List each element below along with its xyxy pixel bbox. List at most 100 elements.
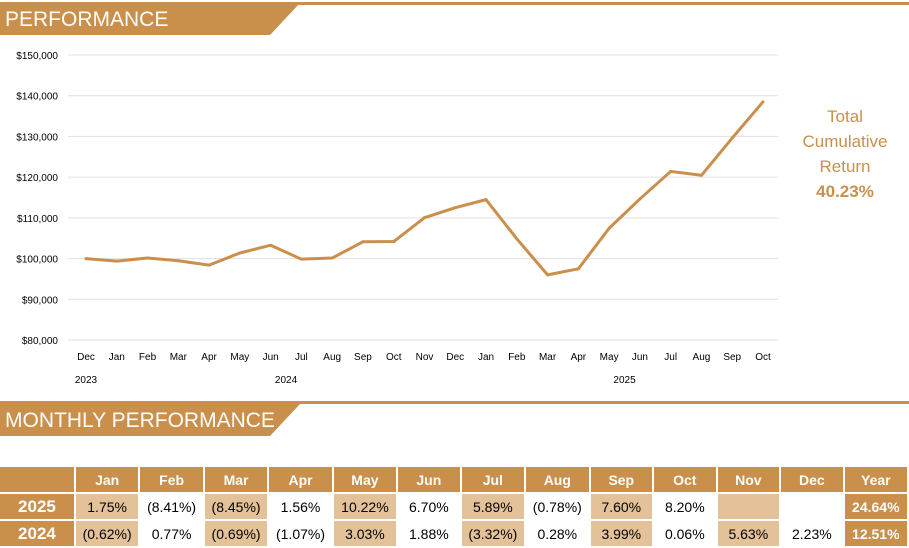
- monthly-performance-header: MONTHLY PERFORMANCE: [0, 404, 300, 436]
- monthly-performance-table: Jan Feb Mar Apr May Jun Jul Aug Sep Oct Nov Dec Year…: [0, 465, 909, 548]
- data-point: [361, 240, 365, 244]
- y-tick-label: $80,000: [22, 336, 59, 347]
- data-point: [453, 206, 457, 210]
- return-cell: 6.70%: [398, 494, 462, 519]
- return-cell: 7.60%: [590, 494, 655, 519]
- return-cell: [717, 494, 782, 519]
- month-header: Feb: [140, 467, 205, 492]
- return-cell: 1.88%: [398, 521, 462, 546]
- data-point: [330, 256, 334, 260]
- x-tick-label: Oct: [755, 352, 771, 363]
- month-header: Mar: [204, 467, 270, 492]
- data-point: [238, 251, 242, 255]
- x-tick-label: Mar: [170, 352, 188, 363]
- x-tick-label: Nov: [416, 352, 434, 363]
- x-tick-label: Oct: [386, 352, 402, 363]
- x-tick-label: May: [230, 352, 249, 363]
- year-axis-label: 2024: [275, 375, 298, 386]
- return-cell: (1.07%): [269, 521, 334, 546]
- data-point: [207, 263, 211, 267]
- month-header: Aug: [526, 467, 591, 492]
- x-tick-label: May: [600, 352, 619, 363]
- return-cell: [781, 494, 845, 519]
- return-cell: 2.23%: [781, 521, 845, 546]
- x-tick-label: Sep: [723, 352, 741, 363]
- year-axis-label: 2025: [613, 375, 636, 386]
- month-header: Jan: [75, 467, 141, 492]
- x-tick-label: Feb: [508, 352, 526, 363]
- y-tick-label: $110,000: [17, 214, 58, 225]
- top-rule: [0, 2, 909, 5]
- return-cell: 5.63%: [717, 521, 782, 546]
- x-tick-label: Jul: [664, 352, 677, 363]
- y-tick-label: $130,000: [16, 132, 58, 143]
- month-header: Year: [844, 467, 909, 492]
- data-point: [638, 197, 642, 201]
- return-cell: (8.45%): [204, 494, 270, 519]
- data-point: [669, 169, 673, 173]
- month-header: Apr: [269, 467, 334, 492]
- return-cell: 0.28%: [526, 521, 591, 546]
- performance-line: [85, 100, 765, 277]
- month-header: Nov: [717, 467, 782, 492]
- total-return-line1: Total: [827, 107, 863, 126]
- return-cell: 0.77%: [140, 521, 205, 546]
- x-tick-label: Jun: [263, 352, 279, 363]
- data-point: [730, 136, 734, 140]
- x-tick-label: Jul: [295, 352, 308, 363]
- x-tick-label: Dec: [77, 352, 95, 363]
- year-total: 24.64%: [844, 494, 909, 519]
- y-tick-label: $120,000: [16, 173, 58, 184]
- y-tick-label: $90,000: [22, 295, 59, 306]
- year-axis-label: 2023: [75, 375, 98, 386]
- data-point: [146, 256, 150, 260]
- section-rule: [0, 401, 909, 404]
- x-tick-label: Aug: [693, 352, 711, 363]
- data-point: [484, 198, 488, 202]
- x-tick-label: Apr: [571, 352, 587, 363]
- table-row: 2024 (0.62%) 0.77% (0.69%) (1.07%) 3.03% 1.88%…: [0, 521, 909, 546]
- month-header: Dec: [781, 467, 845, 492]
- year-label: 2025: [0, 494, 76, 519]
- return-cell: (8.41%): [140, 494, 205, 519]
- data-point: [299, 257, 303, 261]
- return-cell: 3.03%: [333, 521, 399, 546]
- data-point: [269, 243, 273, 247]
- month-header: Jun: [398, 467, 462, 492]
- x-tick-label: Apr: [201, 352, 217, 363]
- data-point: [699, 173, 703, 177]
- x-tick-label: Jan: [478, 352, 494, 363]
- data-point: [761, 100, 765, 104]
- performance-chart: $80,000 $90,000 $100,000 $110,000 $120,000 $1…: [16, 51, 778, 386]
- total-return-line2: Cumulative: [802, 132, 888, 151]
- return-cell: 10.22%: [333, 494, 399, 519]
- return-cell: 0.06%: [654, 521, 718, 546]
- return-cell: (0.69%): [204, 521, 270, 546]
- return-cell: 3.99%: [590, 521, 655, 546]
- y-tick-label: $100,000: [16, 255, 58, 266]
- year-total: 12.51%: [844, 521, 909, 546]
- total-return-value: 40.23%: [816, 182, 874, 201]
- month-header: May: [333, 467, 399, 492]
- x-tick-label: Aug: [323, 352, 341, 363]
- month-header: Sep: [590, 467, 655, 492]
- y-tick-label: $150,000: [16, 51, 58, 62]
- data-point: [176, 259, 180, 263]
- x-tick-label: Jan: [109, 352, 125, 363]
- corner-cell: [0, 467, 76, 492]
- return-cell: 5.89%: [461, 494, 527, 519]
- x-tick-label: Sep: [354, 352, 372, 363]
- x-tick-label: Feb: [139, 352, 157, 363]
- data-point: [115, 259, 119, 263]
- return-cell: (0.78%): [526, 494, 591, 519]
- x-tick-label: Mar: [539, 352, 557, 363]
- total-return-line3: Return: [819, 157, 871, 176]
- x-tick-label: Jun: [632, 352, 648, 363]
- month-header: Oct: [654, 467, 718, 492]
- y-tick-label: $140,000: [16, 92, 58, 103]
- return-cell: 8.20%: [654, 494, 718, 519]
- data-point: [607, 226, 611, 230]
- performance-header: PERFORMANCE: [0, 3, 300, 35]
- return-cell: (3.32%): [461, 521, 527, 546]
- total-return-label: Total Cumulative Return 40.23%: [790, 104, 900, 204]
